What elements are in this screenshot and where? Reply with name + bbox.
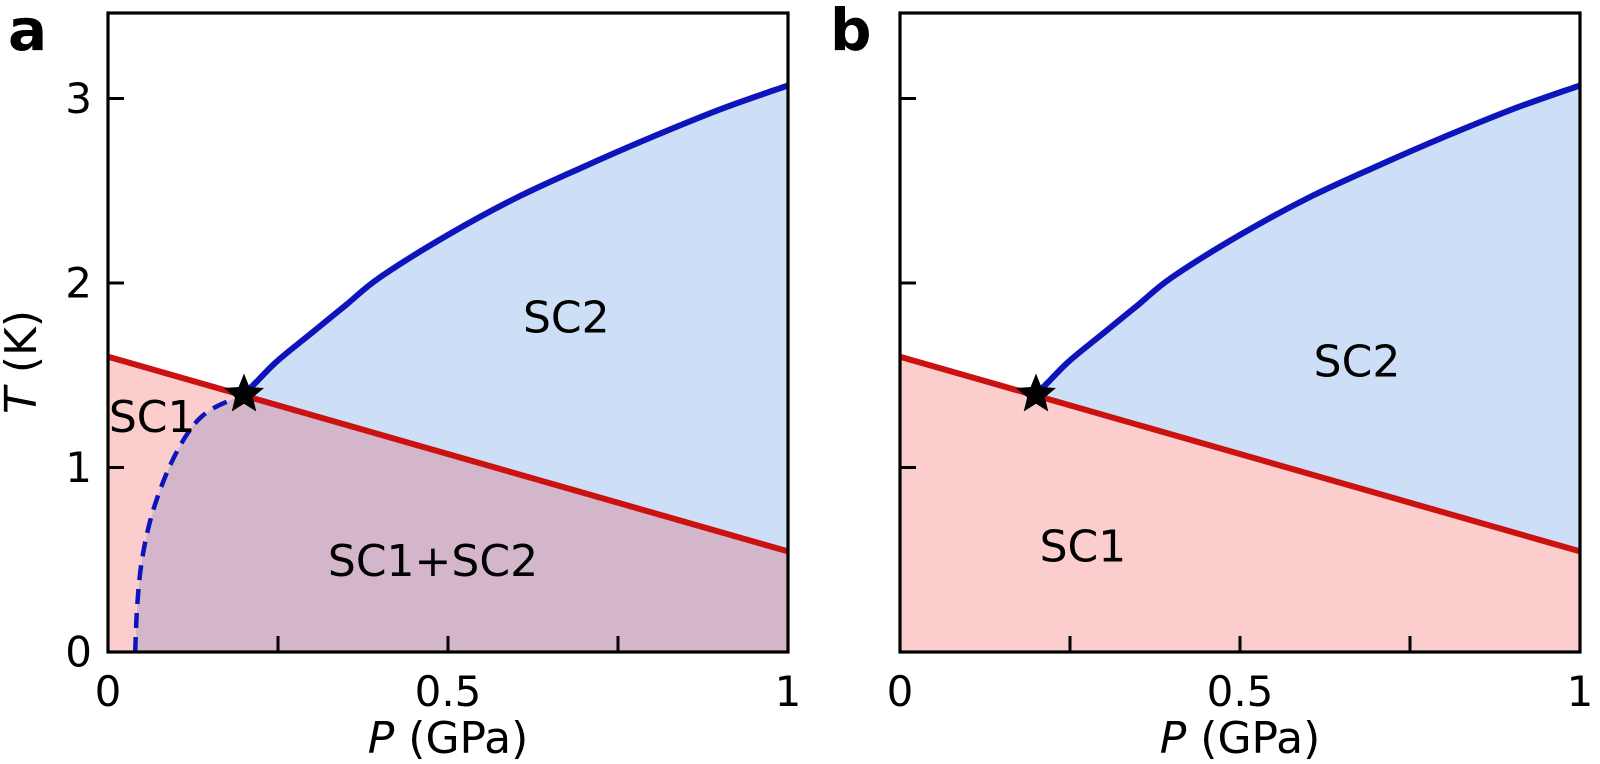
xtick-label-1: 1 [775, 667, 802, 716]
panel-a: 3 2 1 0 0 0.5 1 P (GPa) T (K) SC1 SC2 SC… [0, 0, 801, 764]
y-axis-label: T (K) [0, 310, 47, 414]
region-sc2-fill [1036, 85, 1580, 552]
panel-b: 0 0.5 1 P (GPa) SC1 SC2 b [830, 0, 1593, 764]
xtick-label-0: 0 [887, 667, 914, 716]
panel-letter-a: a [8, 0, 47, 64]
region-label-sc1: SC1 [109, 392, 196, 443]
xtick-label-1: 1 [1567, 667, 1594, 716]
panel-a-plot-area [108, 82, 788, 652]
region-sc1-fill [900, 356, 1580, 652]
tc1-line [108, 353, 788, 555]
x-ticks [276, 636, 620, 652]
panel-letter-b: b [830, 0, 872, 64]
y-ticks [900, 97, 916, 469]
tc1-line [900, 353, 1580, 555]
ytick-label-3: 3 [65, 74, 92, 123]
ytick-label-0: 0 [65, 628, 92, 677]
region-sc1-fill [108, 356, 244, 652]
x-axis-label: P (GPa) [368, 713, 528, 764]
xtick-label-0_5: 0.5 [1207, 667, 1274, 716]
tc2-dashed-curve [132, 392, 245, 652]
y-ticks [108, 97, 124, 469]
ytick-label-2: 2 [65, 259, 92, 308]
region-label-sc2: SC2 [1314, 337, 1401, 388]
tc2-curve [1033, 82, 1580, 397]
star-marker [1016, 373, 1056, 412]
x-ticks [1068, 636, 1412, 652]
star-marker [224, 373, 264, 412]
panel-b-plot-area [900, 82, 1580, 652]
xtick-label-0: 0 [95, 667, 122, 716]
region-sc2-fill [244, 85, 788, 552]
region-label-sc1: SC1 [1040, 521, 1127, 572]
region-sc1sc2-fill [135, 394, 788, 652]
tc2-curve [241, 82, 788, 397]
region-label-sc2: SC2 [523, 292, 610, 343]
xtick-label-0_5: 0.5 [415, 667, 482, 716]
ytick-label-1: 1 [65, 443, 92, 492]
x-axis-label: P (GPa) [1160, 713, 1320, 764]
region-label-sc1sc2: SC1+SC2 [328, 536, 538, 587]
